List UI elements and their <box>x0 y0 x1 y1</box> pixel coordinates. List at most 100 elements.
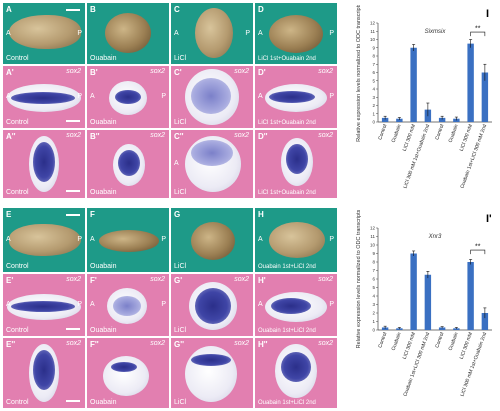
y-tick-label: 2 <box>372 311 375 316</box>
panel-label: H'' <box>258 340 268 349</box>
x-tick-label: LiCl 300 mM 1st+Ouabain 2nd <box>459 331 488 397</box>
gene-label: sox2 <box>234 340 249 347</box>
x-tick-label: Ouabain <box>391 331 403 351</box>
condition-label: Ouabain 1st+LiCl 2nd <box>258 264 316 270</box>
bar <box>381 117 389 122</box>
bar <box>410 253 417 330</box>
y-tick-label: 11 <box>370 234 375 239</box>
x-tick-label: Ouabain <box>448 331 460 351</box>
condition-label: Control <box>6 119 29 126</box>
gene-label: sox2 <box>234 132 249 139</box>
sox2-stain <box>281 352 311 382</box>
panel-label: E <box>6 210 12 219</box>
panel-E1: E' sox2 A P Control <box>3 274 85 336</box>
bar <box>481 72 489 122</box>
x-tick-label: LiCl 300 mM 1st+Ouabain 2nd <box>402 123 431 189</box>
condition-label: Ouabain <box>90 399 117 406</box>
gene-label: sox2 <box>318 68 333 75</box>
y-tick-label: 4 <box>372 87 375 92</box>
panel-B2: B'' sox2 Ouabain <box>87 130 169 198</box>
sox2-stain <box>271 298 311 314</box>
panel-D1: D' sox2 A P LiCl 1st+Ouabain 2nd <box>255 66 337 128</box>
condition-label: LiCl 1st+Ouabain 2nd <box>258 120 316 126</box>
significance-label: ** <box>475 244 481 251</box>
y-tick-label: 0 <box>372 120 375 125</box>
panel-C: C A P LiCl <box>171 3 253 64</box>
condition-label: Ouabain 1st+LiCl 2nd <box>258 328 316 334</box>
axis-anterior-label: A <box>90 236 95 244</box>
y-tick-label: 10 <box>370 37 376 42</box>
panel-label: F <box>90 210 95 219</box>
panel-label: B <box>90 5 96 14</box>
embryo-image <box>9 15 81 49</box>
condition-label: Ouabain <box>90 189 117 196</box>
embryo-image <box>269 15 323 53</box>
sox2-stain <box>11 301 75 312</box>
x-tick-label: Control <box>377 332 388 349</box>
y-tick-label: 10 <box>370 243 376 248</box>
axis-anterior-label: A <box>90 93 95 101</box>
chart-panel-label: I' <box>486 213 492 225</box>
axis-anterior-label: A <box>90 301 95 309</box>
axis-anterior-label: A <box>258 236 263 244</box>
axis-anterior-label: A <box>258 301 263 309</box>
panel-label: G' <box>174 276 183 285</box>
panel-G: G LiCl <box>171 208 253 272</box>
panel-F1: F' sox2 A P Ouabain <box>87 274 169 336</box>
panel-label: C <box>174 5 180 14</box>
gene-label: sox2 <box>66 68 81 75</box>
gene-label: sox2 <box>318 132 333 139</box>
y-tick-label: 9 <box>372 251 375 256</box>
panel-label: C'' <box>174 132 184 141</box>
chart-title: Xnr3 <box>428 234 442 240</box>
axis-anterior-label: A <box>174 159 179 167</box>
panel-E: E A P Control <box>3 208 85 272</box>
embryo-image <box>269 222 325 258</box>
sox2-stain <box>118 150 140 176</box>
axis-anterior-label: A <box>258 29 263 37</box>
x-tick-label: LiCl 300 mM <box>402 332 417 360</box>
panel-label: D <box>258 5 264 14</box>
y-tick-label: 12 <box>370 226 376 231</box>
y-tick-label: 1 <box>372 111 375 116</box>
condition-label: Ouabain 1st+LiCl 2nd <box>258 400 316 406</box>
axis-anterior-label: A <box>6 93 11 101</box>
panel-label: A' <box>6 68 14 77</box>
bar <box>438 327 446 330</box>
x-tick-label: Ouabain 1st+LiCl 300 mM 2nd <box>459 123 488 189</box>
y-tick-label: 0 <box>372 328 375 333</box>
condition-label: LiCl <box>174 189 187 196</box>
y-tick-label: 7 <box>372 268 375 273</box>
x-tick-label: Control <box>434 124 445 141</box>
y-tick-label: 5 <box>372 285 375 290</box>
y-tick-label: 4 <box>372 294 375 299</box>
panel-H1: H' sox2 A P Ouabain 1st+LiCl 2nd <box>255 274 337 336</box>
panel-label: D' <box>258 68 266 77</box>
y-tick-label: 9 <box>372 45 375 50</box>
panel-label: H <box>258 210 264 219</box>
axis-posterior-label: P <box>329 236 334 244</box>
panel-label: H' <box>258 276 266 285</box>
panel-A1: A' sox2 A P Control <box>3 66 85 128</box>
panel-label: C' <box>174 68 182 77</box>
y-tick-label: 2 <box>372 103 375 108</box>
y-tick-label: 7 <box>372 62 375 67</box>
bar <box>424 274 432 330</box>
sox2-stain <box>113 296 141 316</box>
panel-label: A <box>6 5 12 14</box>
panel-E2: E'' sox2 Control <box>3 338 85 408</box>
axis-posterior-label: P <box>329 29 334 37</box>
condition-label: Control <box>6 263 29 270</box>
y-tick-label: 8 <box>372 54 375 59</box>
panel-G1: G' sox2 LiCl <box>171 274 253 336</box>
panel-label: E' <box>6 276 14 285</box>
panel-C2: C'' sox2 A LiCl <box>171 130 253 198</box>
gene-label: sox2 <box>150 276 165 283</box>
x-tick-label: LiCl 300 mM <box>459 332 474 360</box>
scale-bar <box>66 120 80 122</box>
sox2-stain <box>33 142 55 182</box>
x-tick-label: Ouabain <box>391 123 403 143</box>
scale-bar <box>66 190 80 192</box>
embryo-image <box>9 224 81 256</box>
